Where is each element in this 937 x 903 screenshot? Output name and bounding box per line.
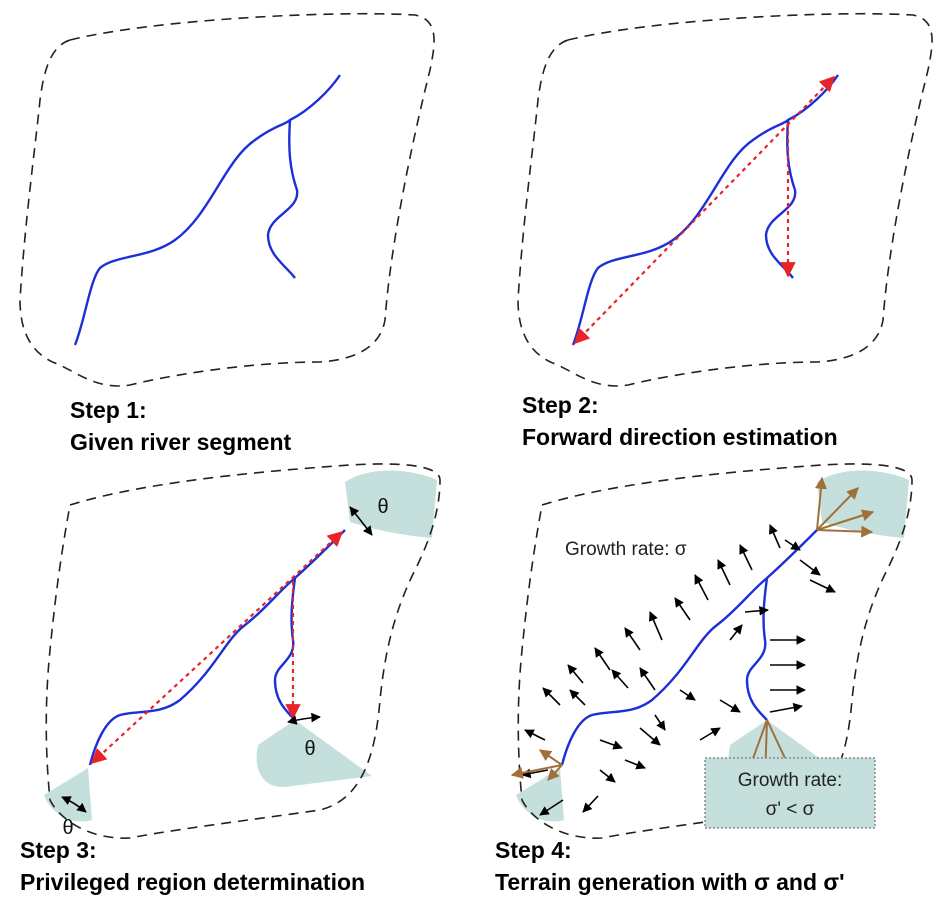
arrow: [539, 799, 564, 816]
arrow: [567, 664, 584, 684]
arrow: [717, 559, 731, 586]
step-title: Step 4:: [495, 837, 572, 863]
arrow: [769, 702, 803, 713]
arrow: [744, 605, 769, 616]
panel-1: [19, 12, 435, 387]
privileged-region: [44, 768, 92, 822]
angle-arrow: [61, 796, 87, 813]
growth-rate-label: σ' < σ: [766, 799, 815, 820]
arrow: [599, 769, 616, 783]
step-caption: Given river segment: [70, 429, 291, 455]
step-title: Step 2:: [522, 392, 599, 418]
step-title: Step 1:: [70, 397, 147, 423]
arrow: [547, 764, 563, 781]
angle-arrow: [349, 506, 373, 536]
angle-arrow: [287, 712, 321, 725]
arrow: [799, 559, 821, 576]
arrow: [569, 689, 586, 706]
river: [73, 73, 342, 347]
privileged-region: [516, 768, 564, 822]
arrow: [674, 597, 691, 621]
arrow: [816, 509, 875, 531]
arrow: [599, 739, 623, 750]
river-branch: [266, 118, 299, 280]
direction-arrow: [573, 75, 836, 345]
arrow: [539, 749, 563, 766]
growth-rate-label: Growth rate:: [738, 770, 843, 791]
boundary: [19, 12, 435, 387]
arrow: [729, 624, 743, 641]
arrow: [624, 759, 646, 770]
river-branch: [764, 118, 797, 280]
step-title: Step 3:: [20, 837, 97, 863]
river-branch: [745, 576, 769, 722]
annotation-box: [704, 757, 876, 829]
arrow: [739, 544, 753, 571]
arrow: [639, 667, 656, 691]
theta-label: θ: [304, 738, 315, 760]
arrow: [719, 699, 741, 713]
arrow: [654, 714, 666, 731]
arrow: [648, 611, 663, 641]
privileged-region: [345, 470, 437, 538]
arrow: [814, 476, 827, 531]
arrow: [679, 689, 696, 701]
arrow: [624, 627, 641, 651]
growth-arrows: [510, 476, 875, 816]
step-caption: Privileged region determination: [20, 869, 365, 895]
growth-rate-label: Growth rate: σ: [565, 539, 687, 560]
arrow: [769, 524, 781, 549]
arrow: [699, 727, 721, 741]
theta-label: θ: [377, 496, 388, 518]
arrow: [816, 525, 874, 538]
panel-2: [517, 12, 933, 387]
step-caption: Forward direction estimation: [522, 424, 838, 450]
arrow: [816, 487, 859, 531]
step-caption: Terrain generation with σ and σ': [495, 869, 845, 895]
direction-arrow: [90, 530, 344, 765]
panel-4: Growth rate: σ Growth rate: σ' < σ: [510, 463, 913, 839]
arrow: [582, 795, 599, 813]
panel-3: θ θ θ: [44, 463, 441, 839]
arrow: [809, 579, 836, 593]
arrow: [524, 729, 546, 741]
arrow: [784, 539, 801, 551]
arrow: [542, 687, 561, 706]
boundary: [517, 12, 933, 387]
arrow: [594, 647, 611, 671]
privileged-region: [817, 470, 909, 538]
theta-label: θ: [62, 817, 73, 839]
arrow: [694, 574, 709, 601]
arrow: [639, 727, 661, 746]
arrow: [521, 768, 549, 779]
arrow: [510, 764, 563, 779]
arrow: [611, 669, 629, 689]
